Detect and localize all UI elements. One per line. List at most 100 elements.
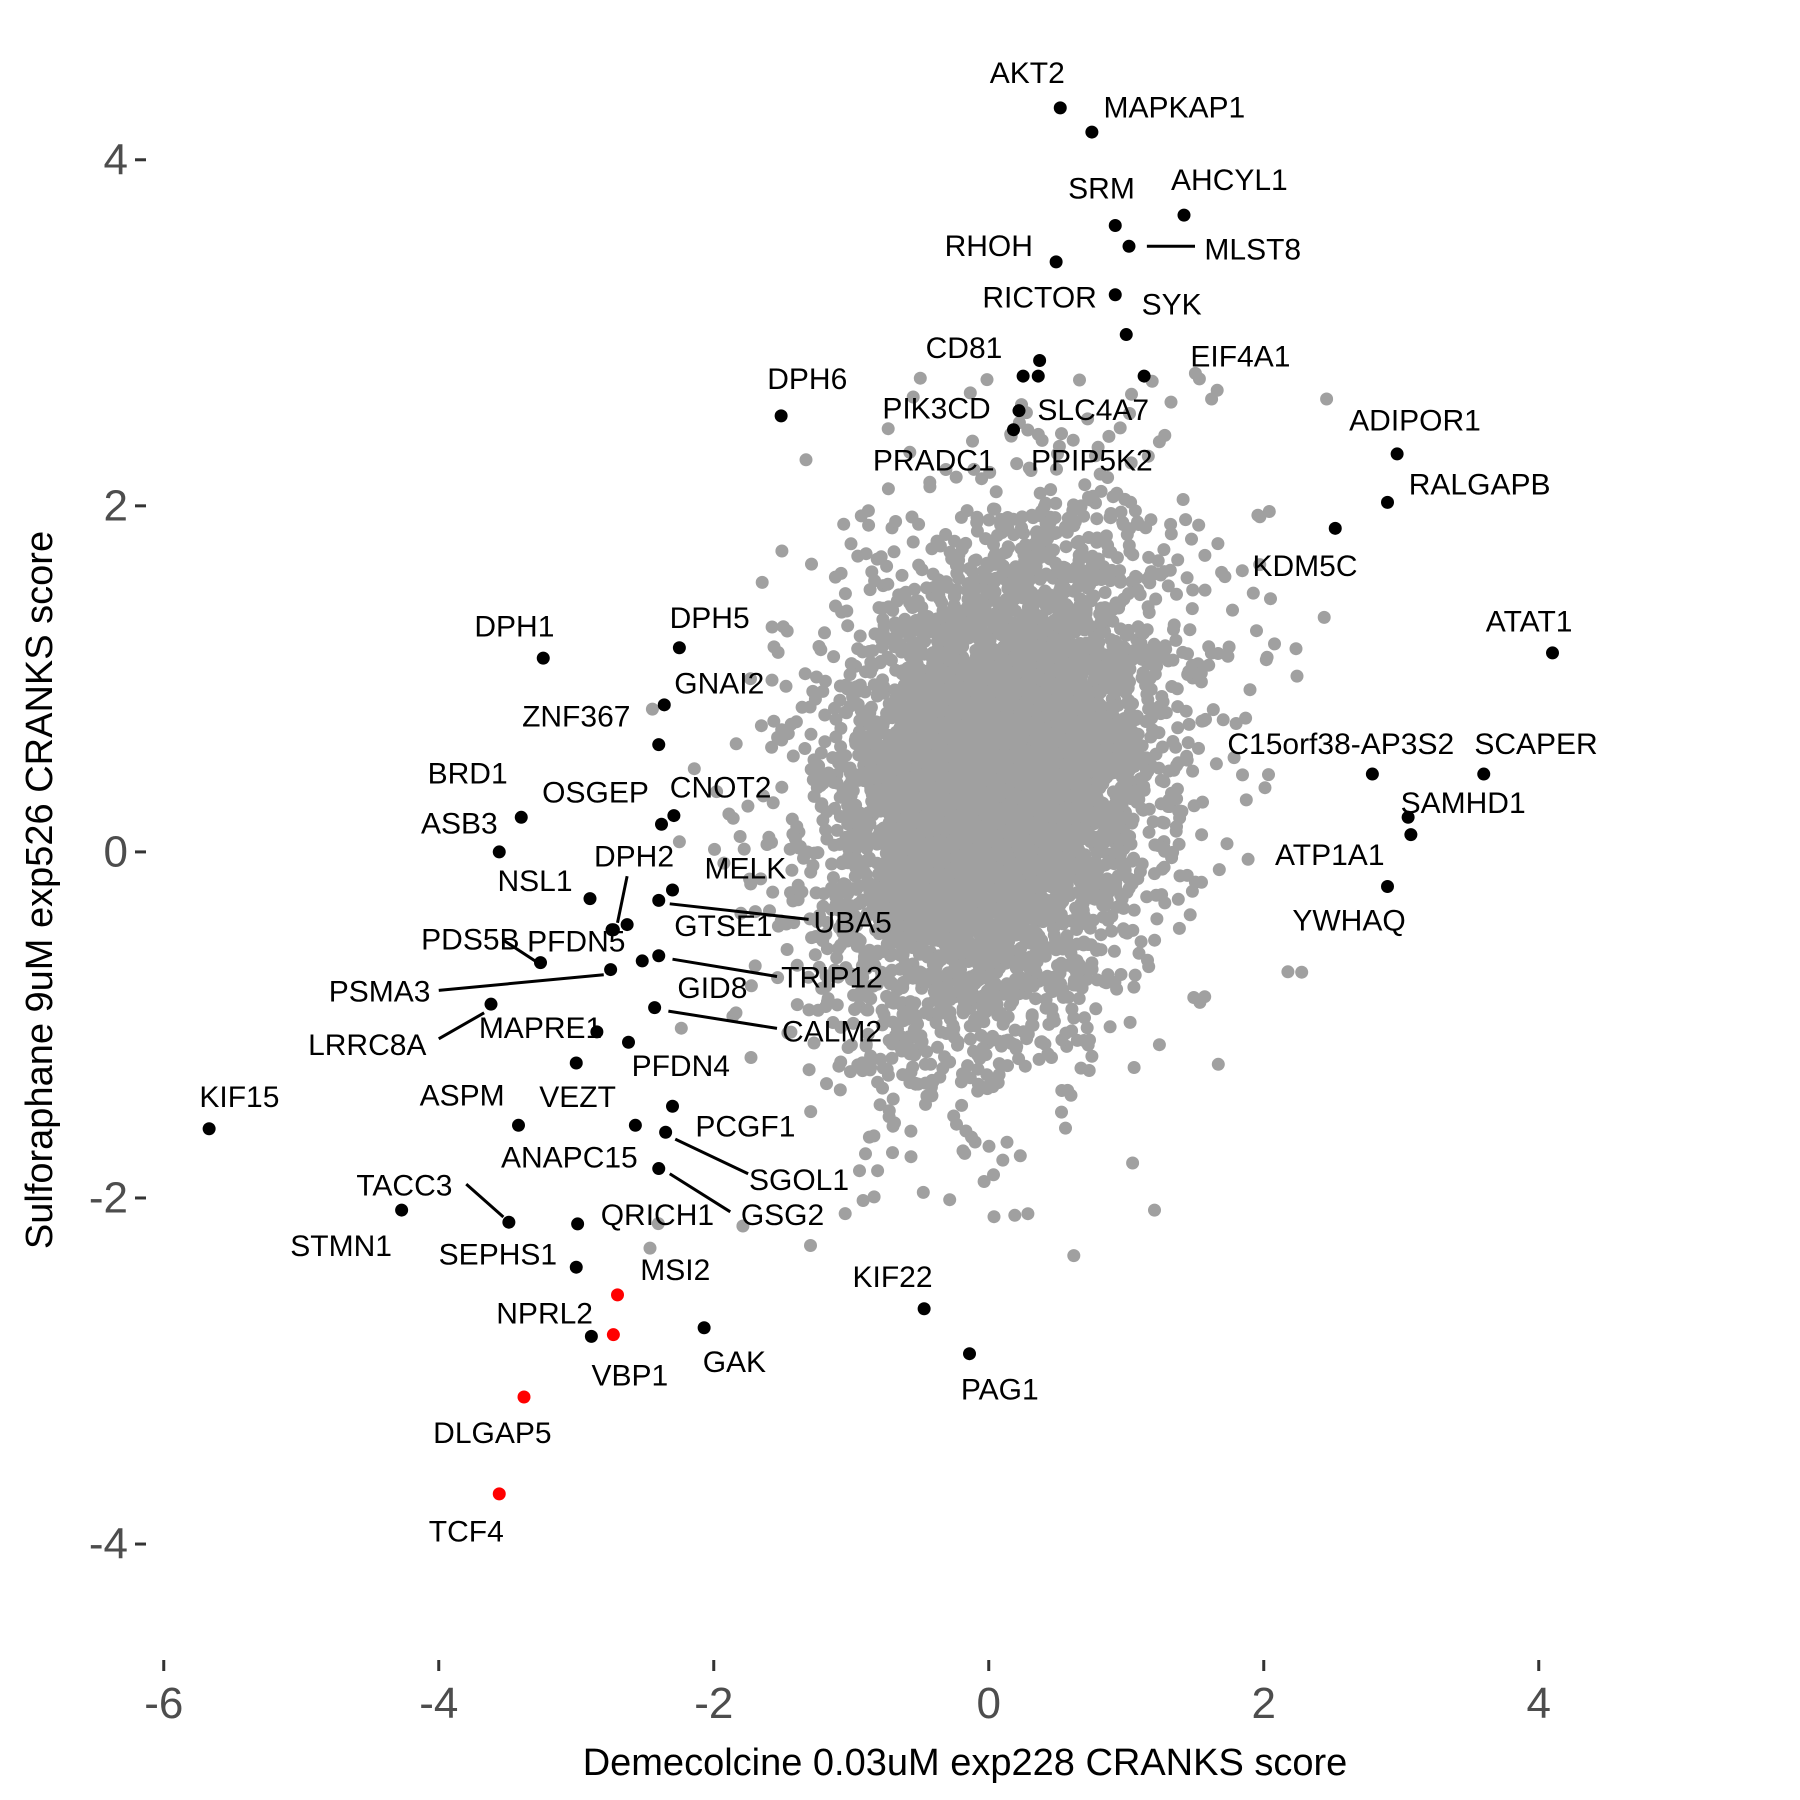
background-point xyxy=(1172,804,1186,818)
background-point xyxy=(841,887,855,901)
background-point xyxy=(1113,575,1127,589)
background-point xyxy=(861,1027,875,1041)
background-point xyxy=(853,1164,866,1178)
background-point xyxy=(999,545,1013,559)
background-point xyxy=(1246,586,1260,600)
background-point xyxy=(1158,428,1172,442)
background-point xyxy=(1171,700,1185,714)
background-point xyxy=(804,727,818,741)
background-point xyxy=(1044,543,1058,557)
background-point xyxy=(1080,1021,1094,1035)
background-point xyxy=(1080,794,1093,808)
background-point xyxy=(1090,973,1104,987)
background-point xyxy=(771,971,785,985)
background-point xyxy=(754,719,768,733)
background-point xyxy=(1110,982,1124,996)
background-point xyxy=(786,749,800,763)
background-point xyxy=(776,620,790,634)
background-point xyxy=(838,587,852,601)
background-point xyxy=(1059,1121,1072,1135)
background-point xyxy=(1072,957,1086,971)
background-point xyxy=(1044,483,1058,497)
background-point xyxy=(1149,888,1163,902)
background-point xyxy=(917,647,931,661)
background-point xyxy=(881,577,895,591)
background-point xyxy=(790,998,804,1012)
background-point xyxy=(1073,373,1086,387)
background-point xyxy=(913,371,927,385)
background-point xyxy=(799,453,813,467)
background-point xyxy=(1215,565,1229,579)
background-point xyxy=(834,740,848,754)
background-point xyxy=(943,1193,957,1207)
background-point xyxy=(920,1045,934,1059)
background-point xyxy=(755,575,769,589)
background-point xyxy=(818,735,832,749)
background-point xyxy=(1222,640,1236,654)
background-point xyxy=(895,568,909,582)
background-point xyxy=(1083,578,1097,592)
background-point xyxy=(1157,816,1171,830)
background-point xyxy=(1018,1059,1032,1073)
background-point xyxy=(1104,511,1118,525)
background-point xyxy=(1142,802,1156,816)
background-point xyxy=(1192,518,1206,532)
background-point xyxy=(674,1021,688,1035)
background-point xyxy=(1146,815,1160,829)
background-point xyxy=(804,1105,818,1119)
background-point xyxy=(833,693,847,707)
background-point xyxy=(997,1014,1011,1028)
background-point xyxy=(939,463,953,476)
background-point xyxy=(1013,577,1027,591)
background-point xyxy=(826,871,840,885)
background-point xyxy=(912,517,926,531)
background-point xyxy=(1029,992,1043,1006)
background-point xyxy=(1113,421,1127,435)
background-point xyxy=(1061,1083,1075,1097)
background-point xyxy=(1021,1027,1035,1041)
background-point xyxy=(983,465,997,479)
background-point xyxy=(1112,601,1126,615)
background-point xyxy=(1155,862,1169,876)
background-point xyxy=(886,1119,900,1133)
background-point xyxy=(956,1002,970,1015)
background-point xyxy=(1074,917,1088,931)
background-point xyxy=(1239,711,1253,725)
background-point xyxy=(963,562,977,575)
background-point xyxy=(1181,736,1195,750)
background-point xyxy=(853,629,867,643)
background-point xyxy=(859,547,873,561)
background-point xyxy=(785,863,799,877)
background-point xyxy=(802,1063,816,1077)
background-point xyxy=(886,1015,900,1029)
background-point xyxy=(876,1081,889,1095)
background-point xyxy=(859,840,873,854)
background-point xyxy=(786,894,800,908)
background-point xyxy=(938,980,952,994)
background-point xyxy=(818,626,831,640)
background-point xyxy=(1078,478,1092,492)
background-point xyxy=(726,811,740,825)
background-point xyxy=(867,1190,881,1204)
background-point xyxy=(875,640,889,654)
background-point xyxy=(881,422,895,436)
background-point xyxy=(841,619,855,633)
background-point xyxy=(811,914,824,928)
background-point xyxy=(1164,517,1178,531)
background-point xyxy=(904,1124,918,1138)
background-point xyxy=(980,373,994,387)
background-point xyxy=(868,574,882,588)
background-point xyxy=(1055,1105,1068,1119)
background-point xyxy=(1264,592,1277,606)
background-point xyxy=(840,706,853,720)
background-point xyxy=(807,789,821,803)
background-point xyxy=(1077,509,1091,523)
background-point xyxy=(983,583,997,597)
background-point xyxy=(820,1077,833,1091)
background-point xyxy=(982,559,996,573)
background-point xyxy=(733,830,747,843)
background-point xyxy=(1185,884,1199,898)
background-point xyxy=(914,943,928,957)
background-point xyxy=(1015,521,1028,535)
background-point xyxy=(1211,647,1225,660)
